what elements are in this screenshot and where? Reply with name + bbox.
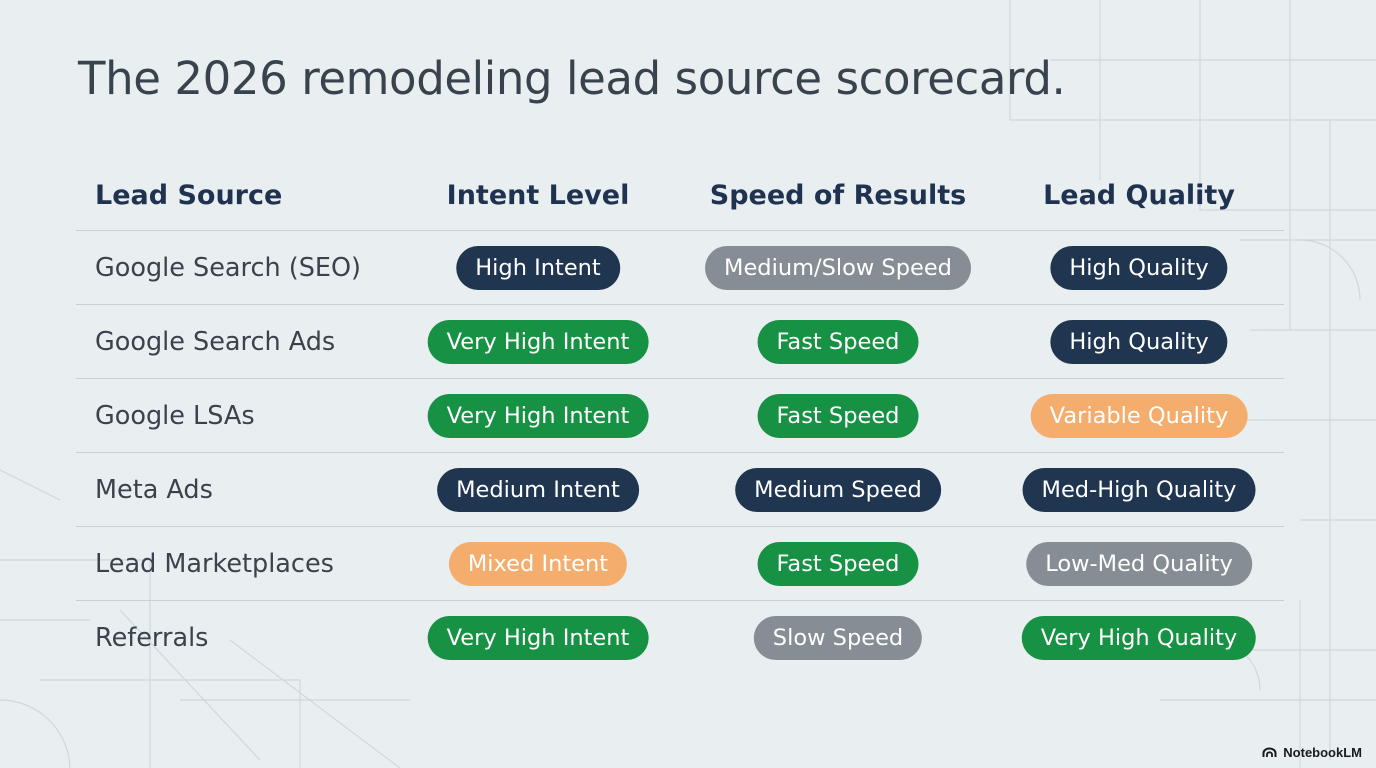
quality-badge: Low-Med Quality bbox=[1026, 541, 1252, 586]
intent-badge: Medium Intent bbox=[437, 467, 639, 512]
lead-source-name: Google LSAs bbox=[95, 400, 255, 431]
intent-badge: Very High Intent bbox=[427, 319, 649, 364]
scorecard-table: Lead Source Intent Level Speed of Result… bbox=[76, 160, 1284, 674]
notebooklm-watermark: NotebookLM bbox=[1262, 745, 1362, 760]
header-lead-quality: Lead Quality bbox=[1043, 179, 1235, 211]
quality-badge: Med-High Quality bbox=[1022, 467, 1256, 512]
quality-badge: High Quality bbox=[1050, 319, 1228, 364]
lead-source-name: Lead Marketplaces bbox=[95, 548, 334, 579]
table-row: Referrals Very High Intent Slow Speed Ve… bbox=[76, 601, 1284, 674]
table-row: Google Search Ads Very High Intent Fast … bbox=[76, 305, 1284, 379]
quality-badge: Very High Quality bbox=[1021, 615, 1257, 660]
table-row: Meta Ads Medium Intent Medium Speed Med-… bbox=[76, 453, 1284, 527]
speed-badge: Medium Speed bbox=[735, 467, 941, 512]
lead-source-name: Referrals bbox=[95, 622, 209, 653]
table-header-row: Lead Source Intent Level Speed of Result… bbox=[76, 160, 1284, 231]
speed-badge: Medium/Slow Speed bbox=[705, 245, 971, 290]
lead-source-name: Google Search (SEO) bbox=[95, 252, 362, 283]
lead-source-name: Meta Ads bbox=[95, 474, 213, 505]
table-row: Google Search (SEO) High Intent Medium/S… bbox=[76, 231, 1284, 305]
table-row: Lead Marketplaces Mixed Intent Fast Spee… bbox=[76, 527, 1284, 601]
quality-badge: Variable Quality bbox=[1030, 393, 1248, 438]
intent-badge: Very High Intent bbox=[427, 615, 649, 660]
intent-badge: Mixed Intent bbox=[448, 541, 628, 586]
speed-badge: Fast Speed bbox=[757, 541, 919, 586]
page-title: The 2026 remodeling lead source scorecar… bbox=[78, 52, 1066, 105]
lead-source-name: Google Search Ads bbox=[95, 326, 336, 357]
speed-badge: Fast Speed bbox=[757, 319, 919, 364]
intent-badge: High Intent bbox=[456, 245, 620, 290]
speed-badge: Slow Speed bbox=[753, 615, 923, 660]
watermark-label: NotebookLM bbox=[1283, 745, 1362, 760]
header-speed-of-results: Speed of Results bbox=[709, 179, 967, 211]
quality-badge: High Quality bbox=[1050, 245, 1228, 290]
intent-badge: Very High Intent bbox=[427, 393, 649, 438]
notebooklm-logo-icon bbox=[1262, 747, 1277, 757]
speed-badge: Fast Speed bbox=[757, 393, 919, 438]
header-intent-level: Intent Level bbox=[446, 179, 630, 211]
table-row: Google LSAs Very High Intent Fast Speed … bbox=[76, 379, 1284, 453]
header-lead-source: Lead Source bbox=[95, 179, 283, 211]
